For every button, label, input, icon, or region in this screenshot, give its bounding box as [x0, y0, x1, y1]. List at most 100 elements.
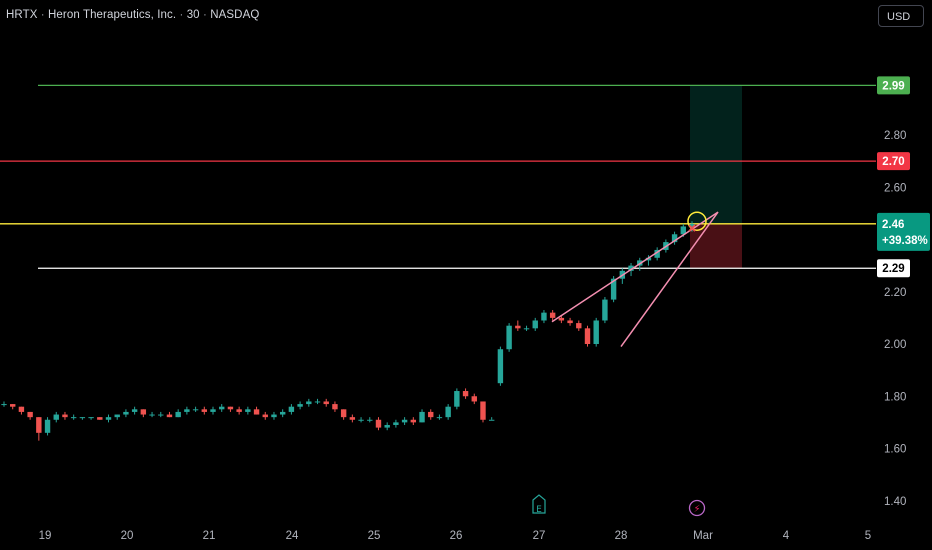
candle-up: [114, 414, 120, 418]
candle-up: [602, 299, 608, 321]
candle-down: [340, 409, 347, 418]
loss-zone: [690, 223, 742, 269]
candle-series: [1, 221, 695, 441]
candle-up: [497, 349, 504, 384]
candle-up: [245, 409, 251, 412]
candle-down: [567, 320, 573, 324]
candle-up: [219, 406, 225, 410]
price-tick-label: 1.60: [884, 444, 906, 456]
candle-up: [645, 257, 652, 261]
candle-down: [558, 317, 565, 321]
candle-down: [576, 323, 582, 329]
earnings-event-label: E: [536, 505, 542, 515]
candle-up: [44, 419, 51, 433]
lightning-icon: [688, 499, 706, 517]
candle-up: [384, 424, 390, 428]
candle-up: [79, 417, 86, 419]
earnings-icon: [532, 494, 546, 514]
candle-up: [306, 401, 312, 405]
candle-down: [166, 414, 173, 418]
time-tick-label: 24: [286, 530, 299, 542]
candle-down: [410, 419, 417, 423]
price-tick-label: 1.40: [884, 496, 906, 508]
time-tick-label: 4: [783, 530, 790, 542]
candle-up: [488, 419, 495, 421]
candle-down: [584, 328, 591, 344]
candle-down: [140, 409, 147, 415]
candle-down: [27, 411, 33, 418]
candle-up: [123, 411, 129, 415]
support-level-label-bg: [877, 259, 910, 278]
position-box: [690, 85, 742, 269]
symbol: HRTX: [6, 9, 38, 21]
header-separator: ·: [179, 9, 184, 21]
header-separator: ·: [202, 9, 207, 21]
candle-down: [480, 401, 486, 420]
candle-up: [192, 409, 199, 411]
candle-up: [541, 312, 547, 321]
candle-down: [375, 419, 382, 428]
candle-up: [210, 409, 216, 412]
candle-down: [62, 414, 68, 418]
last-price-change: +39.38%: [882, 235, 928, 247]
candle-down: [236, 409, 242, 412]
candle-up: [436, 417, 443, 419]
candle-up: [419, 411, 425, 423]
candle-up: [53, 414, 59, 420]
time-axis: 19 20 21 24 25 26 27 28 Mar 4 5: [39, 530, 872, 542]
header-separator: ·: [40, 9, 45, 21]
candle-up: [279, 411, 286, 415]
candle-down: [349, 417, 356, 420]
candle-up: [654, 249, 660, 258]
price-tick-label: 1.80: [884, 391, 906, 403]
candle-up: [401, 419, 408, 423]
exchange: NASDAQ: [210, 9, 260, 21]
time-tick-label: 21: [203, 530, 216, 542]
candle-up: [70, 417, 77, 419]
candle-up: [88, 417, 94, 419]
candle-up: [610, 278, 617, 300]
candle-down: [253, 409, 260, 415]
target-level-label: 2.99: [882, 80, 904, 92]
candle-up: [680, 226, 686, 235]
candle-up: [105, 417, 112, 420]
candle-down: [471, 396, 477, 402]
candle-up: [297, 404, 303, 407]
support-level-label: 2.29: [882, 263, 904, 275]
stop-level-label-bg: [877, 152, 910, 171]
rising-wedge-drawing: [551, 211, 719, 348]
time-tick-label: 25: [368, 530, 381, 542]
candle-down: [97, 417, 103, 420]
price-tick-label: 2.20: [884, 287, 906, 299]
candle-down: [462, 391, 469, 397]
price-tick-label: 2.60: [884, 182, 906, 194]
time-tick-label: 27: [533, 530, 546, 542]
candle-up: [1, 404, 7, 406]
candle-up: [532, 320, 538, 329]
candle-up: [358, 419, 364, 421]
event-markers: E ⚡: [532, 494, 706, 517]
company-name: Heron Therapeutics, Inc.: [48, 9, 177, 21]
candle-down: [515, 325, 521, 329]
candle-down: [332, 404, 338, 410]
price-axis: 1.40 1.60 1.80 2.00 2.20 2.60 2.80: [884, 130, 906, 508]
candle-up: [593, 320, 599, 344]
last-price-value: 2.46: [882, 219, 904, 231]
candle-up: [523, 328, 530, 330]
candle-down: [323, 401, 329, 405]
interval: 30: [186, 9, 200, 21]
candle-up: [288, 406, 295, 412]
candle-up: [445, 406, 451, 418]
candle-up: [506, 325, 512, 350]
candle-up: [393, 422, 399, 425]
time-tick-label: 28: [615, 530, 628, 542]
time-tick-label: 5: [865, 530, 871, 542]
currency-button[interactable]: USD: [878, 5, 924, 27]
horizontal-levels: 2.99 2.70 2.29 2.46 +39.38%: [0, 76, 930, 278]
candle-down: [428, 411, 434, 418]
cross-marker-icon: [688, 224, 696, 232]
candle-down: [10, 404, 16, 407]
candle-up: [158, 414, 164, 416]
dividend-split-event-label: ⚡: [693, 504, 700, 515]
